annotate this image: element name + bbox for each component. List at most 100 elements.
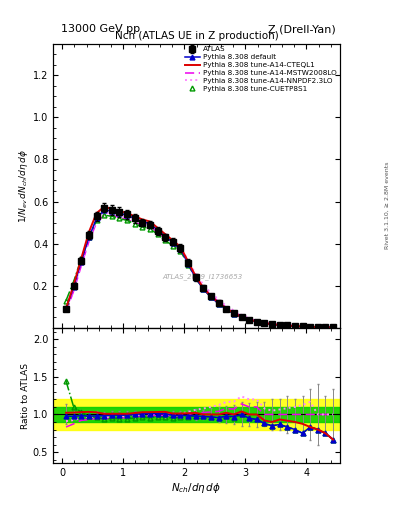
Pythia 8.308 tune-A14-MSTW2008LO	[79, 263, 84, 269]
Pythia 8.308 tune-A14-CTEQL1	[316, 324, 320, 330]
Pythia 8.308 tune-A14-CTEQL1	[79, 255, 84, 262]
Pythia 8.308 tune-A14-NNPDF2.3LO	[270, 321, 274, 327]
Pythia 8.308 tune-CUETP8S1	[231, 311, 236, 317]
Pythia 8.308 tune-A14-MSTW2008LO	[209, 292, 213, 298]
Pythia 8.308 tune-A14-CTEQL1	[224, 306, 229, 312]
Pythia 8.308 tune-A14-MSTW2008LO	[117, 214, 122, 220]
Pythia 8.308 tune-CUETP8S1	[224, 306, 229, 312]
Pythia 8.308 tune-CUETP8S1	[71, 279, 76, 285]
Pythia 8.308 default	[270, 321, 274, 327]
Pythia 8.308 default	[117, 210, 122, 216]
Pythia 8.308 tune-CUETP8S1	[285, 323, 290, 329]
Pythia 8.308 tune-A14-NNPDF2.3LO	[155, 227, 160, 233]
Pythia 8.308 tune-A14-CTEQL1	[331, 325, 336, 331]
Pythia 8.308 tune-A14-NNPDF2.3LO	[231, 308, 236, 314]
Pythia 8.308 tune-A14-CTEQL1	[239, 314, 244, 320]
Pythia 8.308 tune-A14-MSTW2008LO	[323, 324, 328, 330]
Pythia 8.308 tune-CUETP8S1	[323, 324, 328, 330]
Pythia 8.308 tune-A14-CTEQL1	[163, 231, 167, 237]
Text: Rivet 3.1.10, ≥ 2.8M events: Rivet 3.1.10, ≥ 2.8M events	[385, 161, 389, 248]
Pythia 8.308 tune-CUETP8S1	[94, 218, 99, 224]
Pythia 8.308 tune-A14-NNPDF2.3LO	[71, 286, 76, 292]
Pythia 8.308 tune-A14-CTEQL1	[254, 318, 259, 325]
Pythia 8.308 tune-A14-NNPDF2.3LO	[247, 315, 252, 321]
Pythia 8.308 tune-A14-MSTW2008LO	[125, 217, 129, 223]
Pythia 8.308 tune-A14-NNPDF2.3LO	[79, 261, 84, 267]
Pythia 8.308 default	[300, 324, 305, 330]
Pythia 8.308 tune-A14-MSTW2008LO	[262, 319, 267, 326]
Pythia 8.308 default	[140, 219, 145, 225]
Pythia 8.308 tune-CUETP8S1	[64, 297, 68, 304]
Pythia 8.308 default	[178, 246, 183, 252]
Line: Pythia 8.308 tune-CUETP8S1: Pythia 8.308 tune-CUETP8S1	[64, 213, 336, 330]
Pythia 8.308 tune-CUETP8S1	[239, 314, 244, 321]
Pythia 8.308 tune-A14-MSTW2008LO	[102, 212, 107, 218]
Pythia 8.308 tune-CUETP8S1	[148, 226, 152, 232]
Pythia 8.308 default	[71, 284, 76, 290]
Pythia 8.308 default	[231, 311, 236, 317]
Pythia 8.308 default	[109, 208, 114, 214]
Pythia 8.308 tune-A14-CTEQL1	[308, 324, 312, 330]
Pythia 8.308 tune-A14-NNPDF2.3LO	[125, 213, 129, 219]
Pythia 8.308 tune-A14-CTEQL1	[209, 293, 213, 300]
Pythia 8.308 tune-A14-MSTW2008LO	[186, 260, 191, 266]
Pythia 8.308 tune-A14-MSTW2008LO	[193, 273, 198, 280]
Pythia 8.308 default	[148, 221, 152, 227]
Pythia 8.308 tune-A14-NNPDF2.3LO	[300, 323, 305, 329]
Pythia 8.308 default	[292, 323, 297, 329]
Pythia 8.308 default	[125, 212, 129, 218]
Pythia 8.308 tune-A14-MSTW2008LO	[140, 222, 145, 228]
Pythia 8.308 tune-CUETP8S1	[79, 255, 84, 262]
Pythia 8.308 tune-A14-NNPDF2.3LO	[148, 222, 152, 228]
Pythia 8.308 default	[216, 301, 221, 307]
Pythia 8.308 tune-A14-NNPDF2.3LO	[254, 317, 259, 324]
Pythia 8.308 tune-A14-NNPDF2.3LO	[209, 290, 213, 296]
Pythia 8.308 tune-A14-MSTW2008LO	[300, 323, 305, 329]
Pythia 8.308 tune-A14-MSTW2008LO	[171, 241, 175, 247]
Pythia 8.308 tune-A14-NNPDF2.3LO	[201, 282, 206, 288]
Pythia 8.308 default	[79, 259, 84, 265]
Pythia 8.308 default	[316, 324, 320, 330]
Pythia 8.308 tune-A14-NNPDF2.3LO	[109, 210, 114, 216]
Y-axis label: Ratio to ATLAS: Ratio to ATLAS	[21, 362, 30, 429]
Pythia 8.308 tune-A14-MSTW2008LO	[71, 288, 76, 294]
Pythia 8.308 tune-CUETP8S1	[216, 301, 221, 307]
Pythia 8.308 tune-A14-MSTW2008LO	[155, 229, 160, 235]
Pythia 8.308 default	[209, 294, 213, 301]
Pythia 8.308 tune-CUETP8S1	[86, 234, 91, 241]
Pythia 8.308 tune-A14-MSTW2008LO	[239, 313, 244, 319]
Pythia 8.308 tune-A14-MSTW2008LO	[163, 236, 167, 242]
Pythia 8.308 default	[186, 261, 191, 267]
Pythia 8.308 default	[254, 319, 259, 325]
Pythia 8.308 default	[163, 233, 167, 239]
Pythia 8.308 tune-CUETP8S1	[178, 248, 183, 254]
Pythia 8.308 tune-A14-CTEQL1	[94, 210, 99, 216]
Pythia 8.308 tune-A14-NNPDF2.3LO	[140, 220, 145, 226]
Pythia 8.308 tune-A14-CTEQL1	[285, 323, 290, 329]
Pythia 8.308 tune-A14-CTEQL1	[109, 206, 114, 212]
Pythia 8.308 tune-A14-CTEQL1	[125, 210, 129, 216]
Pythia 8.308 tune-A14-MSTW2008LO	[292, 323, 297, 329]
Pythia 8.308 tune-A14-NNPDF2.3LO	[308, 324, 312, 330]
Line: Pythia 8.308 default: Pythia 8.308 default	[64, 207, 336, 330]
Pythia 8.308 tune-A14-MSTW2008LO	[216, 298, 221, 305]
Pythia 8.308 tune-CUETP8S1	[201, 286, 206, 292]
Pythia 8.308 tune-A14-CTEQL1	[323, 324, 328, 330]
Pythia 8.308 tune-A14-CTEQL1	[292, 323, 297, 329]
Pythia 8.308 tune-A14-CTEQL1	[86, 229, 91, 235]
Pythia 8.308 tune-A14-NNPDF2.3LO	[285, 322, 290, 328]
Pythia 8.308 tune-A14-NNPDF2.3LO	[132, 217, 137, 223]
Pythia 8.308 tune-A14-CTEQL1	[117, 208, 122, 214]
Pythia 8.308 default	[331, 325, 336, 331]
Pythia 8.308 tune-A14-CTEQL1	[132, 213, 137, 219]
Pythia 8.308 tune-CUETP8S1	[125, 218, 129, 224]
Pythia 8.308 tune-CUETP8S1	[262, 320, 267, 326]
Pythia 8.308 default	[323, 324, 328, 330]
Pythia 8.308 tune-A14-CTEQL1	[277, 322, 282, 328]
Legend: ATLAS, Pythia 8.308 default, Pythia 8.308 tune-A14-CTEQL1, Pythia 8.308 tune-A14: ATLAS, Pythia 8.308 default, Pythia 8.30…	[184, 46, 338, 93]
Pythia 8.308 tune-CUETP8S1	[300, 324, 305, 330]
Title: Nch (ATLAS UE in Z production): Nch (ATLAS UE in Z production)	[115, 31, 278, 41]
Pythia 8.308 tune-A14-MSTW2008LO	[132, 220, 137, 226]
Pythia 8.308 tune-A14-MSTW2008LO	[231, 309, 236, 315]
Pythia 8.308 tune-A14-NNPDF2.3LO	[186, 258, 191, 264]
